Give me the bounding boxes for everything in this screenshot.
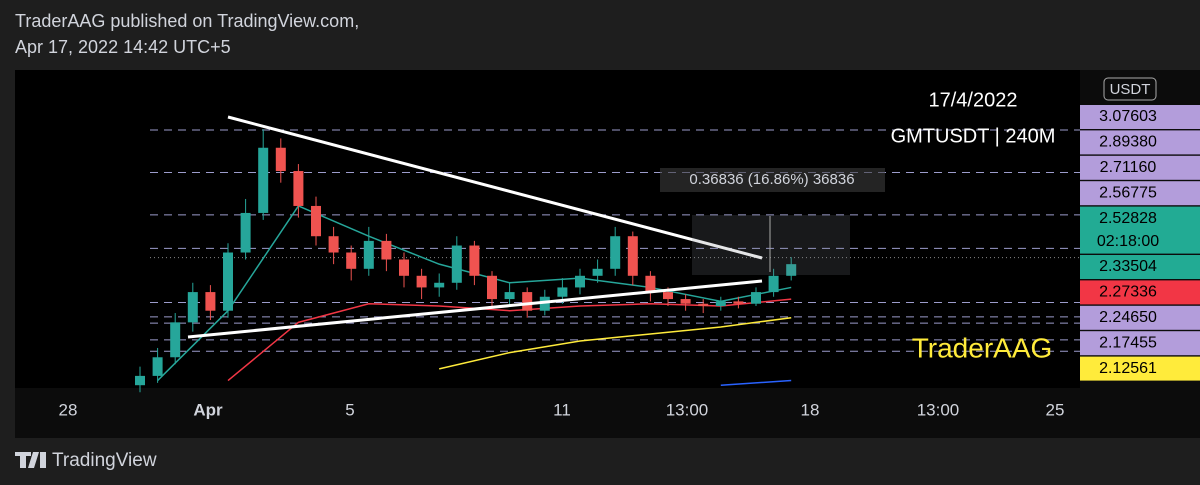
price-label-bg bbox=[1080, 331, 1200, 356]
measure-label-bg bbox=[660, 168, 885, 192]
candle-body bbox=[575, 275, 585, 288]
trendline bbox=[227, 115, 763, 260]
candle-body bbox=[680, 299, 691, 304]
candle-body bbox=[346, 252, 357, 269]
countdown: 02:18:00 bbox=[1097, 233, 1159, 250]
candle-body bbox=[381, 240, 392, 260]
price-label: 2.33504 bbox=[1099, 258, 1157, 275]
time-label: 28 bbox=[59, 400, 78, 419]
candle-body bbox=[469, 245, 480, 276]
price-label-bg bbox=[1080, 255, 1200, 279]
candle-body bbox=[698, 303, 709, 307]
candle-body bbox=[786, 264, 797, 276]
candle-body bbox=[311, 205, 321, 237]
price-label-bg bbox=[1080, 155, 1200, 180]
tv-logo bbox=[15, 452, 46, 468]
candle-body bbox=[363, 240, 374, 269]
currency-button[interactable] bbox=[1103, 77, 1157, 101]
candle-body bbox=[170, 322, 181, 358]
price-label: 2.71160 bbox=[1100, 159, 1157, 176]
moving-average bbox=[439, 316, 792, 370]
candle-body bbox=[645, 275, 656, 293]
currency[interactable]: USDT bbox=[1110, 81, 1151, 98]
candle-body bbox=[663, 292, 673, 300]
candle-body bbox=[240, 212, 251, 253]
candle-body bbox=[504, 292, 515, 300]
publish-date: Apr 17, 2022 14:42 UTC+5 bbox=[15, 37, 231, 57]
candle-body bbox=[487, 275, 497, 300]
candle-body bbox=[557, 287, 568, 297]
publisher: TraderAAG published on TradingView.com, bbox=[15, 11, 359, 31]
price-label: 2.56775 bbox=[1099, 184, 1157, 201]
candle-body bbox=[768, 275, 779, 293]
price-label: 2.17455 bbox=[1099, 334, 1157, 351]
candle-body bbox=[592, 268, 603, 276]
candle-body bbox=[328, 236, 339, 253]
candle-body bbox=[610, 236, 621, 269]
price-label: 2.89380 bbox=[1099, 134, 1157, 151]
candle-body bbox=[187, 292, 198, 323]
moving-average bbox=[720, 379, 792, 386]
price-label: 2.24650 bbox=[1099, 309, 1157, 326]
price-label-bg bbox=[1080, 356, 1200, 381]
moving-average bbox=[227, 298, 792, 382]
price-label: 2.52828 bbox=[1099, 210, 1157, 227]
price-label-bg bbox=[1080, 305, 1200, 330]
candle-body bbox=[451, 245, 462, 283]
price-label-bg bbox=[1080, 280, 1200, 305]
measure-label: 0.36836 (16.86%) 36836 bbox=[689, 171, 854, 188]
time-label: 11 bbox=[553, 400, 571, 419]
candle-body bbox=[399, 259, 409, 276]
time-label: 18 bbox=[801, 400, 820, 419]
candle-body bbox=[258, 147, 269, 213]
candle-body bbox=[275, 147, 286, 172]
price-label-bg bbox=[1080, 105, 1200, 129]
price-label: 2.12561 bbox=[1099, 360, 1157, 377]
price-label-bg bbox=[1080, 206, 1200, 231]
brand: TradingView bbox=[52, 450, 157, 471]
time-label: 25 bbox=[1046, 400, 1065, 419]
time-label: 13:00 bbox=[917, 400, 960, 419]
candle-body bbox=[135, 375, 145, 386]
measure-box bbox=[692, 215, 850, 275]
time-label: 13:00 bbox=[666, 400, 709, 419]
candle-body bbox=[152, 357, 163, 376]
price-label-bg bbox=[1080, 130, 1200, 155]
chart-pane bbox=[15, 70, 1080, 388]
time-axis bbox=[15, 388, 1200, 438]
candle-body bbox=[539, 296, 550, 311]
time-label: Apr bbox=[193, 400, 223, 419]
candle-body bbox=[205, 292, 216, 311]
trendline bbox=[187, 279, 763, 339]
countdown-bg bbox=[1080, 229, 1200, 254]
price-label-bg bbox=[1080, 181, 1200, 206]
symbol-note: GMTUSDT | 240M bbox=[891, 125, 1056, 147]
candle-body bbox=[522, 292, 533, 311]
candle-body bbox=[434, 282, 445, 288]
price-label: 2.27336 bbox=[1099, 284, 1157, 301]
candle-body bbox=[751, 292, 761, 304]
candle-body bbox=[627, 236, 638, 276]
candle-body bbox=[293, 171, 304, 206]
time-label: 5 bbox=[345, 400, 354, 419]
candle-body bbox=[223, 252, 233, 311]
signature: TraderAAG bbox=[912, 332, 1053, 363]
candle-body bbox=[733, 301, 744, 304]
candle-body bbox=[416, 275, 427, 288]
date-note: 17/4/2022 bbox=[929, 89, 1018, 111]
price-label: 3.07603 bbox=[1099, 108, 1157, 125]
candle-body bbox=[715, 301, 726, 307]
